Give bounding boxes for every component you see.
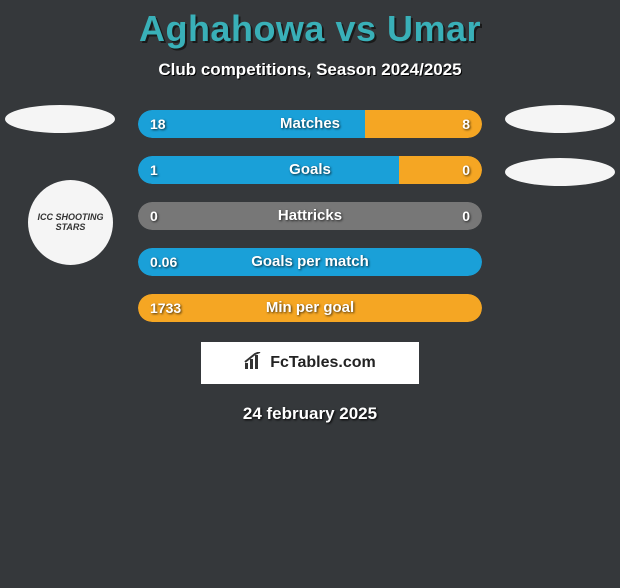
chart-icon <box>244 352 266 375</box>
stat-label: Min per goal <box>138 294 482 322</box>
stat-row-matches: 18 Matches 8 <box>138 110 482 138</box>
player-left-club-badge: ICC SHOOTING STARS <box>28 180 113 265</box>
brand-text: FcTables.com <box>270 354 376 372</box>
stat-value-right: 0 <box>462 156 470 184</box>
club-badge-text: ICC SHOOTING STARS <box>28 213 113 233</box>
stat-row-min-per-goal: 1733 Min per goal <box>138 294 482 322</box>
stat-rows: 18 Matches 8 1 Goals 0 0 Hattricks 0 0.0… <box>138 110 482 322</box>
stat-label: Goals per match <box>138 248 482 276</box>
stats-area: ICC SHOOTING STARS 18 Matches 8 1 Goals … <box>0 110 620 322</box>
stat-row-goals-per-match: 0.06 Goals per match <box>138 248 482 276</box>
date-text: 24 february 2025 <box>0 404 620 424</box>
stat-value-right: 0 <box>462 202 470 230</box>
player-right-avatar-2 <box>505 158 615 186</box>
player-left-avatar-1 <box>5 105 115 133</box>
page-title: Aghahowa vs Umar <box>0 8 620 50</box>
player-right-avatar-1 <box>505 105 615 133</box>
stat-label: Hattricks <box>138 202 482 230</box>
page-subtitle: Club competitions, Season 2024/2025 <box>0 60 620 80</box>
stat-row-goals: 1 Goals 0 <box>138 156 482 184</box>
stat-label: Goals <box>138 156 482 184</box>
brand-box: FcTables.com <box>201 342 419 384</box>
stat-row-hattricks: 0 Hattricks 0 <box>138 202 482 230</box>
stat-label: Matches <box>138 110 482 138</box>
stat-value-right: 8 <box>462 110 470 138</box>
